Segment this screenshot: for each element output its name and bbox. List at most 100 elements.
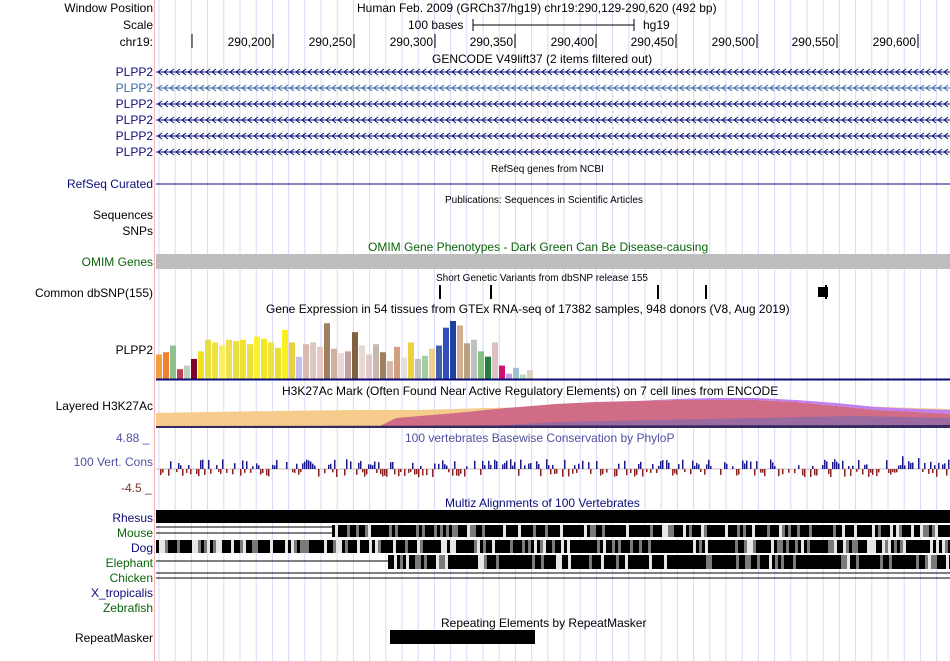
alignment-block [881,525,884,537]
alignment-block [864,540,867,553]
refseq-curated-label[interactable]: RefSeq Curated [66,177,153,191]
alignment-block [526,555,529,569]
multiz-track-title[interactable]: Multiz Alignments of 100 Vertebrates [445,496,640,510]
conservation-negative-bar [878,469,880,473]
chromosome-ruler[interactable] [156,34,950,50]
layered-h3k27ac-label[interactable]: Layered H3K27Ac [55,399,153,413]
omim-genes-label[interactable]: OMIM Genes [81,255,153,269]
gencode-item-label[interactable]: PLPP2 [115,113,153,127]
alignment-block [895,555,898,569]
multiz-species-label[interactable]: Rhesus [112,511,153,525]
assembly-position-text[interactable]: Human Feb. 2009 (GRCh37/hg19) chr19:290,… [357,1,717,15]
alignment-block [571,555,574,569]
gencode-item-label[interactable]: PLPP2 [115,65,153,79]
alignment-block [854,525,857,537]
multiz-species-label[interactable]: Chicken [109,571,153,585]
h3k27ac-track-title[interactable]: H3K27Ac Mark (Often Found Near Active Re… [282,384,779,398]
alignment-block [911,525,914,537]
gtex-tissue-bar [359,345,365,379]
conservation-track-title[interactable]: 100 vertebrates Basewise Conservation by… [405,431,675,445]
conservation-max-label: 4.88 _ [116,431,150,445]
multiz-species-label[interactable]: Mouse [116,526,153,540]
alignment-block [579,540,582,553]
alignment-block [216,540,219,553]
alignment-block [568,555,571,569]
alignment-block [513,540,516,553]
conservation-positive-bar [538,464,540,469]
alignment-block [892,555,895,569]
conservation-negative-bar [782,469,784,475]
gencode-transcripts[interactable] [156,64,950,160]
gencode-track-title[interactable]: GENCODE V49lift37 (2 items filtered out) [432,52,653,66]
alignment-block [567,540,570,553]
multiz-alignment-blocks[interactable] [156,510,950,582]
omim-track-title[interactable]: OMIM Gene Phenotypes - Dark Green Can Be… [368,240,709,254]
alignment-block [518,525,521,537]
conservation-positive-bar [200,460,202,469]
common-dbsnp-label[interactable]: Common dbSNP(155) [34,286,153,300]
repeatmasker-track-title[interactable]: Repeating Elements by RepeatMasker [441,616,647,630]
alignment-block [853,555,856,569]
alignment-block [932,525,935,537]
alignment-block [632,525,635,537]
alignment-block [532,555,535,569]
alignment-block [398,525,401,537]
repeat-element[interactable] [390,630,535,644]
alignment-block [321,540,324,553]
alignment-block [683,525,686,537]
conservation-negative-bar [518,469,520,476]
alignment-block [678,540,681,553]
alignment-block [496,555,499,569]
multiz-species-label[interactable]: Dog [130,541,153,555]
refseq-track-title[interactable]: RefSeq genes from NCBI [491,164,604,175]
gencode-item-label[interactable]: PLPP2 [115,81,153,95]
multiz-species-label[interactable]: Zebrafish [102,601,153,615]
conservation-negative-bar [386,469,388,477]
alignment-block [896,525,899,537]
gencode-item-label[interactable]: PLPP2 [115,97,153,111]
conservation-positive-bar [528,463,530,469]
vert-cons-label[interactable]: 100 Vert. Cons [73,455,153,469]
alignment-block [942,540,945,553]
alignment-block [252,540,255,553]
multiz-species-label[interactable]: Elephant [105,556,153,570]
conservation-positive-bar [444,464,446,469]
alignment-block [832,555,835,569]
gtex-expression-chart[interactable] [156,318,950,383]
alignment-block [396,540,399,553]
alignment-block [774,540,777,553]
refseq-track-line[interactable] [156,182,950,186]
alignment-block [655,555,658,569]
sequences-label[interactable]: Sequences [92,208,153,222]
dbsnp-variants[interactable] [156,285,950,300]
alignment-block [461,525,464,537]
alignment-block [586,555,589,569]
gtex-tissue-bar [247,344,253,379]
alignment-block [561,540,564,553]
gencode-item-label[interactable]: PLPP2 [115,129,153,143]
conservation-positive-bar [836,461,838,469]
multiz-species-label[interactable]: X_tropicalis [90,586,153,600]
repeatmasker-label[interactable]: RepeatMasker [74,631,153,645]
conservation-signal[interactable] [156,442,950,492]
alignment-block [213,540,216,553]
h3k27ac-signal[interactable] [156,398,950,428]
omim-gene-bar[interactable] [156,254,950,269]
alignment-block [452,525,455,537]
dbsnp-track-title[interactable]: Short Genetic Variants from dbSNP releas… [436,273,648,284]
snps-label[interactable]: SNPs [122,224,153,238]
gtex-gene-label[interactable]: PLPP2 [115,343,153,357]
publications-track-title[interactable]: Publications: Sequences in Scientific Ar… [445,195,643,206]
gencode-item-label[interactable]: PLPP2 [115,145,153,159]
alignment-block [761,525,764,537]
alignment-block [704,525,707,537]
alignment-block [601,555,604,569]
alignment-block [626,525,629,537]
alignment-block [249,540,252,553]
alignment-block [425,525,428,537]
alignment-block [497,525,500,537]
alignment-block [418,555,421,569]
gtex-tissue-bar [184,365,190,379]
conservation-positive-bar [242,460,244,469]
gtex-track-title[interactable]: Gene Expression in 54 tissues from GTEx … [266,302,790,316]
